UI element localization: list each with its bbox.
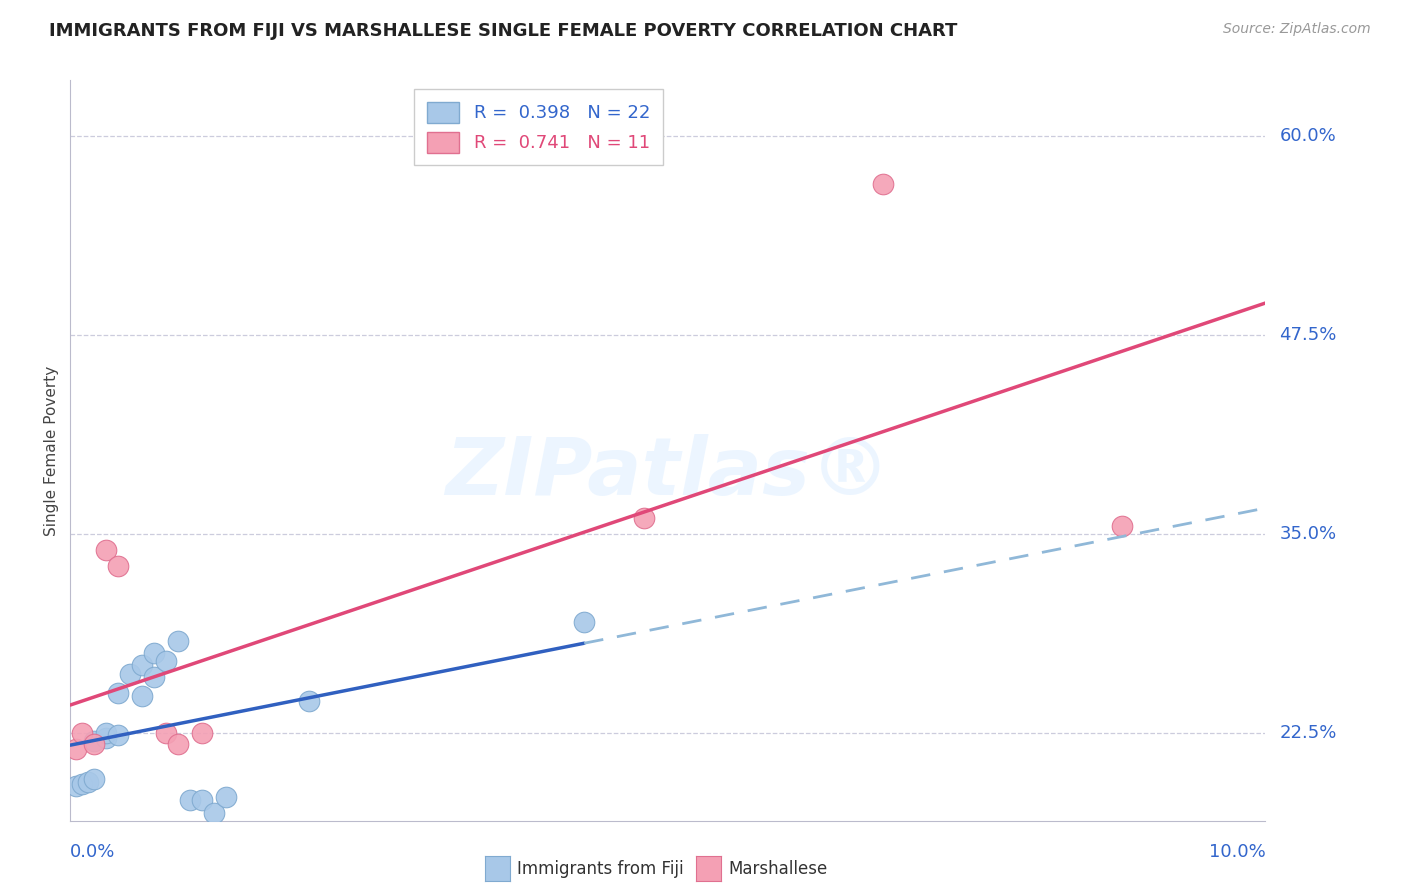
Point — [65, 742, 87, 756]
Point — [96, 543, 118, 558]
Text: Immigrants from Fiji: Immigrants from Fiji — [517, 860, 685, 878]
Point — [574, 615, 596, 629]
Point — [633, 511, 655, 525]
Text: 35.0%: 35.0% — [1279, 525, 1337, 543]
Point — [143, 670, 166, 684]
Point — [83, 737, 105, 751]
Text: Source: ZipAtlas.com: Source: ZipAtlas.com — [1223, 22, 1371, 37]
Text: 0.0%: 0.0% — [70, 843, 115, 861]
Point — [83, 734, 105, 748]
Point — [191, 793, 214, 807]
Point — [1111, 519, 1133, 533]
Point — [179, 793, 201, 807]
Point — [872, 177, 894, 191]
Point — [143, 647, 166, 661]
Point — [70, 777, 93, 791]
Point — [107, 558, 129, 573]
Point — [83, 772, 105, 787]
Point — [191, 726, 214, 740]
Text: 47.5%: 47.5% — [1279, 326, 1337, 344]
Point — [155, 726, 177, 740]
Point — [298, 694, 321, 708]
Point — [96, 731, 118, 745]
Text: 10.0%: 10.0% — [1209, 843, 1265, 861]
Point — [166, 633, 188, 648]
Text: IMMIGRANTS FROM FIJI VS MARSHALLESE SINGLE FEMALE POVERTY CORRELATION CHART: IMMIGRANTS FROM FIJI VS MARSHALLESE SING… — [49, 22, 957, 40]
Point — [214, 789, 236, 804]
Point — [70, 726, 93, 740]
Point — [65, 779, 87, 793]
Point — [77, 775, 100, 789]
Legend: R =  0.398   N = 22, R =  0.741   N = 11: R = 0.398 N = 22, R = 0.741 N = 11 — [413, 89, 662, 165]
Point — [120, 667, 141, 681]
Point — [202, 805, 225, 820]
Point — [131, 690, 153, 704]
Point — [107, 686, 129, 700]
Point — [107, 728, 129, 742]
Point — [96, 726, 118, 740]
Text: 60.0%: 60.0% — [1279, 127, 1336, 145]
Point — [155, 655, 177, 669]
Point — [166, 737, 188, 751]
Text: ZIPatlas®: ZIPatlas® — [446, 434, 890, 512]
Point — [131, 657, 153, 672]
Y-axis label: Single Female Poverty: Single Female Poverty — [44, 366, 59, 535]
Text: 22.5%: 22.5% — [1279, 724, 1337, 742]
Text: Marshallese: Marshallese — [728, 860, 828, 878]
